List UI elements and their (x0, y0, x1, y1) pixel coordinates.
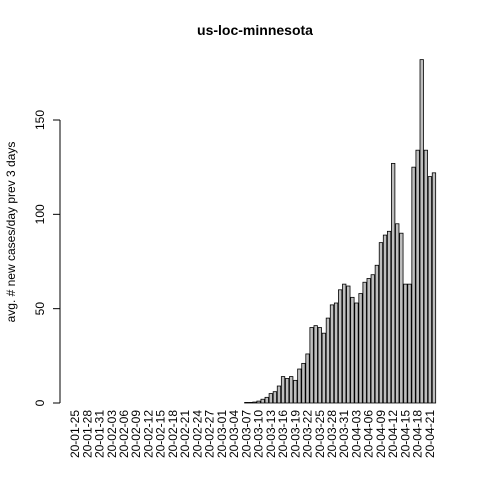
bar-20-03-16 (280, 376, 286, 404)
bar-20-03-09 (252, 401, 257, 404)
bar-20-03-27 (325, 317, 331, 404)
x-tick-label: 20-03-25 (313, 410, 327, 458)
x-tick-label: 20-03-01 (215, 410, 229, 458)
x-tick-label: 20-03-13 (264, 410, 278, 458)
bar-20-04-18 (415, 149, 420, 404)
x-tick-label: 20-04-21 (423, 410, 437, 458)
bar-20-04-02 (350, 296, 355, 404)
bar-20-03-17 (285, 378, 290, 404)
x-tick-label: 20-01-31 (93, 410, 107, 458)
y-tick-label: 100 (33, 204, 47, 224)
bar-20-03-30 (338, 289, 343, 404)
x-tick-label: 20-03-28 (325, 410, 339, 458)
x-tick-label: 20-01-25 (68, 410, 82, 458)
bar-20-03-13 (268, 393, 273, 404)
y-axis: 0 50 100 150 (33, 110, 61, 406)
bar-20-03-24 (313, 325, 318, 404)
bar-20-04-08 (374, 264, 379, 404)
bars (244, 59, 437, 404)
bar-20-03-20 (297, 368, 302, 404)
bar-20-04-12 (391, 162, 396, 404)
bar-20-04-20 (423, 149, 428, 404)
x-axis: 20-01-2520-01-2820-01-3120-02-0320-02-06… (68, 410, 437, 458)
bar-20-04-05 (362, 281, 367, 404)
bar-20-03-25 (317, 327, 322, 404)
bar-20-04-07 (370, 274, 375, 404)
x-tick-label: 20-02-18 (166, 410, 180, 458)
bar-20-04-03 (354, 302, 359, 404)
bar-20-03-10 (256, 400, 261, 404)
x-tick-label: 20-02-03 (105, 410, 119, 458)
bar-20-04-19 (419, 59, 424, 404)
bar-20-03-08 (248, 402, 253, 404)
x-tick-label: 20-02-24 (190, 410, 204, 458)
x-tick-label: 20-01-28 (80, 410, 94, 458)
x-tick-label: 20-03-22 (301, 410, 315, 458)
x-tick-label: 20-03-07 (239, 410, 253, 458)
x-tick-label: 20-04-06 (362, 410, 376, 458)
y-axis-label: avg. # new cases/day prev 3 days (4, 142, 18, 323)
bar-20-04-06 (366, 278, 371, 404)
bar-20-03-26 (321, 332, 326, 404)
bar-20-04-09 (378, 242, 384, 404)
x-tick-label: 20-04-12 (386, 410, 400, 458)
bar-20-04-15 (403, 283, 408, 404)
x-tick-label: 20-02-27 (203, 410, 217, 458)
bar-20-03-22 (305, 353, 310, 404)
bar-20-03-14 (272, 391, 278, 404)
bar-20-04-11 (386, 230, 392, 404)
bar-20-03-28 (329, 304, 335, 404)
x-tick-label: 20-03-31 (337, 410, 351, 458)
bar-20-04-04 (358, 293, 363, 404)
bar-20-04-10 (382, 234, 388, 404)
x-tick-label: 20-04-15 (398, 410, 412, 458)
bar-20-04-22 (431, 172, 437, 404)
y-tick-label: 50 (33, 302, 47, 316)
bar-20-03-18 (289, 376, 294, 404)
bar-20-03-07 (244, 402, 249, 404)
bar-20-04-14 (399, 232, 404, 404)
bar-20-04-17 (411, 166, 416, 404)
bar-20-03-23 (309, 327, 314, 404)
x-tick-label: 20-02-21 (178, 410, 192, 458)
bar-20-03-11 (260, 398, 265, 404)
bar-20-03-19 (293, 379, 298, 404)
x-tick-label: 20-04-18 (411, 410, 425, 458)
bar-20-04-21 (427, 176, 433, 404)
chart-title: us-loc-minnesota (197, 22, 313, 38)
bar-20-03-29 (333, 302, 339, 404)
x-tick-label: 20-02-12 (141, 410, 155, 458)
x-tick-label: 20-03-04 (227, 410, 241, 458)
x-tick-label: 20-02-15 (154, 410, 168, 458)
x-tick-label: 20-02-06 (117, 410, 131, 458)
bar-20-03-12 (264, 396, 269, 404)
x-tick-label: 20-03-16 (276, 410, 290, 458)
x-tick-label: 20-03-10 (252, 410, 266, 458)
x-tick-label: 20-04-09 (374, 410, 388, 458)
x-tick-label: 20-02-09 (129, 410, 143, 458)
bar-20-03-15 (276, 385, 282, 404)
y-tick-label: 0 (33, 399, 47, 406)
bar-20-03-21 (301, 362, 306, 404)
bar-20-04-16 (407, 283, 412, 404)
bar-20-04-01 (346, 285, 351, 404)
bar-20-04-13 (395, 223, 400, 404)
bar-20-03-31 (342, 283, 347, 404)
x-tick-label: 20-04-03 (349, 410, 363, 458)
y-tick-label: 150 (33, 110, 47, 130)
x-tick-label: 20-03-19 (288, 410, 302, 458)
